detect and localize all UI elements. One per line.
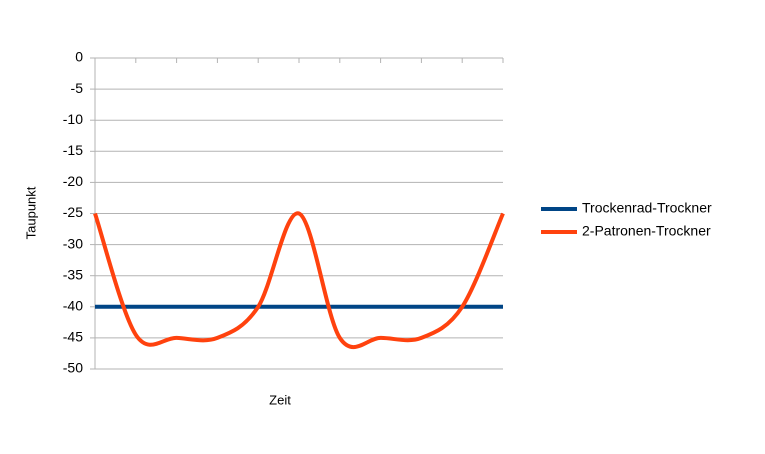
y-tick-label: -15 [63,142,83,158]
y-tick-label: 0 [75,49,83,65]
y-tick-label: -45 [63,329,83,345]
legend-label: 2-Patronen-Trockner [582,223,711,239]
y-tick-label: -20 [63,173,83,189]
legend-label: Trockenrad-Trockner [582,200,712,216]
series-line [93,211,505,350]
y-tick-label: -10 [63,111,83,127]
y-tick-label: -25 [63,204,83,220]
y-tick-label: -50 [63,360,83,376]
y-axis-title: Taupunkt [23,186,38,239]
y-tick-label: -35 [63,266,83,282]
y-tick-label: -5 [71,80,84,96]
y-tick-label: -30 [63,235,83,251]
x-axis-title: Zeit [269,392,291,407]
y-tick-label: -40 [63,298,83,314]
